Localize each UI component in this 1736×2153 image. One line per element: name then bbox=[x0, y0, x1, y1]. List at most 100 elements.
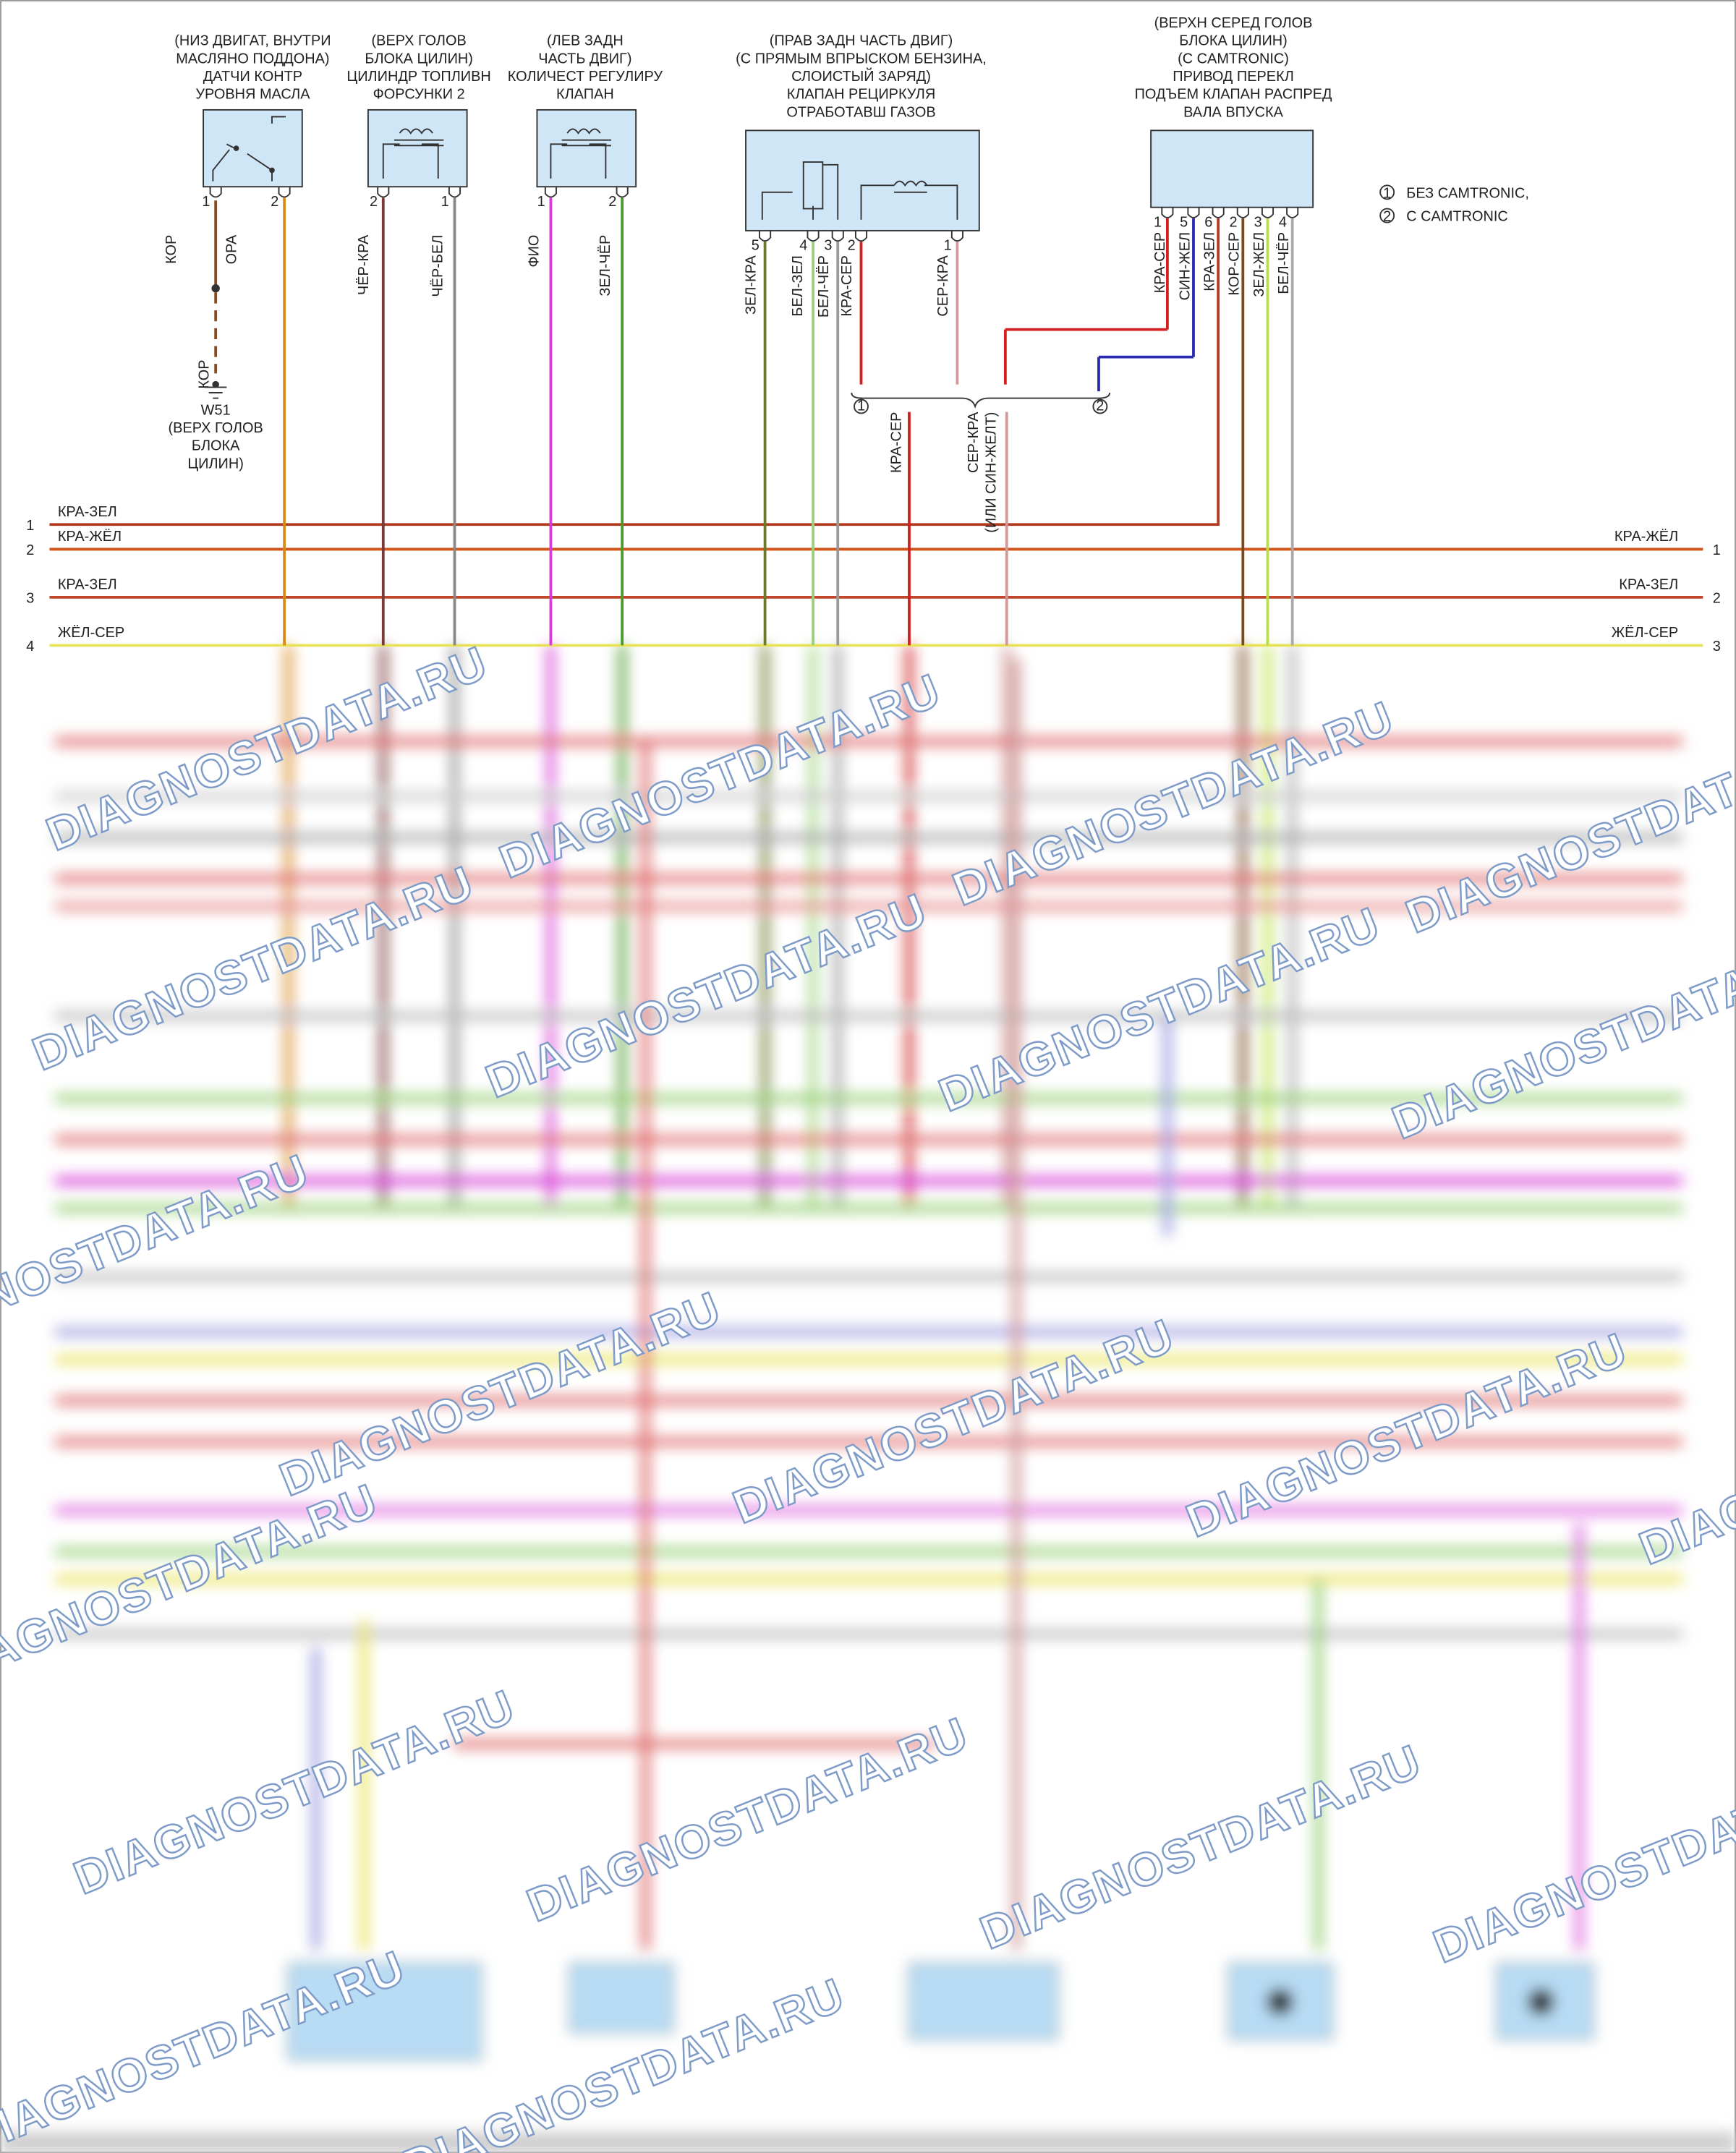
wire-label: КРА-СЕР bbox=[889, 412, 905, 473]
component-box bbox=[367, 108, 468, 188]
pin bbox=[1236, 207, 1249, 218]
wire-label: ЗЕЛ-ЖЕЛ bbox=[1251, 232, 1267, 297]
component-label: (ВЕРХН СЕРЕД ГОЛОВ bbox=[1154, 15, 1313, 31]
pin-number: 2 bbox=[271, 194, 278, 210]
coil-symbol bbox=[550, 128, 611, 179]
splice-dot bbox=[211, 284, 220, 293]
component-label: (ВЕРХ ГОЛОВ bbox=[372, 33, 467, 49]
wire-label: КОР bbox=[197, 359, 213, 388]
blurred-motor bbox=[1266, 1988, 1294, 2016]
component-box bbox=[745, 129, 980, 231]
contact bbox=[233, 145, 239, 151]
wire-label: ЗЕЛ-ЧЁР bbox=[597, 235, 613, 297]
pin bbox=[616, 187, 629, 198]
component-label: ПРИВОД ПЕРЕКЛ bbox=[1173, 69, 1293, 85]
splice-mark-number: 1 bbox=[857, 398, 865, 414]
pin-number: 2 bbox=[370, 194, 378, 210]
pin bbox=[831, 230, 844, 242]
component-label: ОТРАБОТАВШ ГАЗОВ bbox=[786, 104, 935, 120]
wire-label: БЕЛ-ЗЕЛ bbox=[790, 255, 806, 316]
component-label: КЛАПАН bbox=[556, 87, 614, 103]
legend-mark-number: 2 bbox=[1383, 209, 1391, 225]
bus-pin: 1 bbox=[1713, 542, 1721, 558]
bus-label: КРА-ЖЁЛ bbox=[58, 529, 122, 545]
wire-label: КРА-ЗЕЛ bbox=[1201, 232, 1217, 291]
pin bbox=[854, 230, 868, 242]
brace bbox=[851, 392, 1111, 409]
pin bbox=[950, 230, 963, 242]
splice-mark bbox=[854, 398, 869, 414]
component-label: КОЛИЧЕСТ РЕГУЛИРУ bbox=[508, 69, 663, 85]
pin-number: 4 bbox=[799, 238, 807, 254]
footer-bar bbox=[0, 2132, 1736, 2153]
component-label: ЧАСТЬ ДВИГ) bbox=[538, 51, 631, 67]
component-box bbox=[203, 108, 303, 188]
ground-label: БЛОКА bbox=[192, 438, 240, 454]
pin bbox=[1286, 207, 1299, 218]
wire-label: КОР bbox=[163, 235, 179, 264]
component-label: ЦИЛИНДР ТОПЛИВН bbox=[347, 69, 491, 85]
ground-label: (ВЕРХ ГОЛОВ bbox=[169, 420, 263, 436]
pin bbox=[1261, 207, 1275, 218]
pin-number: 1 bbox=[1154, 214, 1162, 230]
legend-mark bbox=[1379, 208, 1395, 223]
blurred-box bbox=[569, 1963, 674, 2033]
component-label: (ЛЕВ ЗАДН bbox=[547, 33, 624, 49]
component-label: МАСЛЯНО ПОДДОНА) bbox=[176, 51, 329, 67]
wire-label: (ИЛИ СИН-ЖЕЛТ) bbox=[984, 412, 1000, 533]
component-label: СЛОИСТЫЙ ЗАРЯД) bbox=[791, 67, 931, 85]
wire-label: СЕР-КРА bbox=[935, 255, 951, 316]
contact bbox=[269, 167, 275, 174]
splice-mark-number: 2 bbox=[1096, 398, 1104, 414]
pin-number: 3 bbox=[824, 238, 832, 254]
pin-number: 1 bbox=[537, 194, 545, 210]
pin bbox=[448, 187, 461, 198]
blurred-box bbox=[287, 1963, 482, 2060]
blurred-motor bbox=[1527, 1988, 1555, 2016]
pin bbox=[278, 187, 291, 198]
component-box bbox=[1150, 129, 1314, 208]
pin-number: 5 bbox=[1180, 214, 1188, 230]
wire-label: ЗЕЛ-КРА bbox=[743, 255, 759, 315]
component-label: ПОДЪЕМ КЛАПАН РАСПРЕД bbox=[1135, 87, 1332, 103]
blurred-area bbox=[0, 645, 1736, 2153]
blurred-box bbox=[909, 1963, 1058, 2040]
legend-mark bbox=[1379, 184, 1395, 200]
bus-label: КРА-ЗЕЛ bbox=[1619, 576, 1678, 592]
legend-text: БЕЗ CAMTRONIC, bbox=[1406, 185, 1529, 201]
wire-label: ЧЁР-КРА bbox=[356, 234, 372, 295]
coil-symbol bbox=[382, 128, 444, 179]
pin-number: 1 bbox=[944, 238, 952, 254]
switch-symbol bbox=[212, 116, 286, 182]
bus-label: КРА-ЖЁЛ bbox=[1614, 529, 1678, 545]
component-label: ФОРСУНКИ 2 bbox=[373, 87, 465, 103]
bus-pin: 2 bbox=[26, 542, 34, 558]
bus-label: ЖЁЛ-СЕР bbox=[58, 625, 124, 641]
component-label: БЛОКА ЦИЛИН) bbox=[365, 51, 473, 67]
pin-number: 1 bbox=[441, 194, 449, 210]
wire-label: КРА-СЕР bbox=[1152, 232, 1168, 293]
ground-label: W51 bbox=[201, 402, 231, 418]
diagram-top: 1 КРА-ЗЕЛ 2 КРА-ЖЁЛ КРА-ЖЁЛ 1 3 КРА-ЗЕЛ КРА-ЗЕЛ 2… bbox=[26, 15, 1721, 655]
wire-label: БЕЛ-ЧЁР bbox=[1276, 232, 1292, 294]
bus-pin: 3 bbox=[1713, 639, 1721, 655]
pin bbox=[1212, 207, 1225, 218]
pin-number: 2 bbox=[1229, 214, 1237, 230]
bus-pin: 4 bbox=[26, 639, 34, 655]
legend-mark-number: 1 bbox=[1383, 185, 1391, 201]
pin-number: 3 bbox=[1254, 214, 1262, 230]
wire-label: КОР-СЕР bbox=[1227, 232, 1243, 296]
pin bbox=[377, 187, 390, 198]
pin bbox=[544, 187, 557, 198]
wire-label: БЕЛ-ЧЁР bbox=[816, 255, 832, 317]
pin-number: 2 bbox=[848, 238, 856, 254]
ground-label: ЦИЛИН) bbox=[187, 456, 243, 472]
component-label: БЛОКА ЦИЛИН) bbox=[1179, 33, 1288, 49]
splice-mark bbox=[1092, 398, 1108, 414]
legend-text: С CAMTRONIC bbox=[1406, 209, 1508, 225]
pin bbox=[759, 230, 772, 242]
pin bbox=[1187, 207, 1200, 218]
component-box bbox=[536, 108, 637, 188]
wire-label: ФИО bbox=[526, 235, 542, 268]
